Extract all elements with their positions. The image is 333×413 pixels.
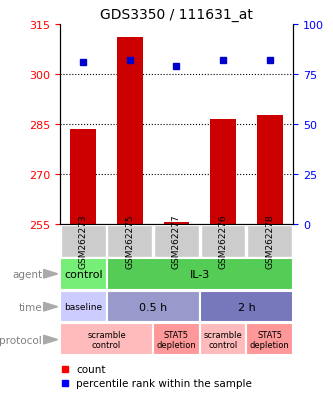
Text: protocol: protocol bbox=[0, 335, 42, 345]
Bar bbox=[164, 223, 189, 224]
Bar bbox=[200, 291, 293, 323]
Bar bbox=[61, 225, 106, 257]
Text: GSM262273: GSM262273 bbox=[79, 214, 88, 268]
Text: baseline: baseline bbox=[64, 302, 102, 311]
Text: GSM262277: GSM262277 bbox=[172, 214, 181, 268]
Bar bbox=[108, 225, 152, 257]
Text: percentile rank within the sample: percentile rank within the sample bbox=[76, 378, 252, 388]
Bar bbox=[60, 324, 153, 356]
Polygon shape bbox=[44, 270, 58, 278]
Bar bbox=[200, 324, 246, 356]
Text: STAT5
depletion: STAT5 depletion bbox=[157, 330, 196, 349]
Text: STAT5
depletion: STAT5 depletion bbox=[250, 330, 290, 349]
Text: scramble
control: scramble control bbox=[204, 330, 242, 349]
Bar bbox=[60, 291, 107, 323]
Bar bbox=[107, 291, 200, 323]
Text: GSM262275: GSM262275 bbox=[125, 214, 135, 268]
Title: GDS3350 / 111631_at: GDS3350 / 111631_at bbox=[100, 8, 253, 22]
Text: time: time bbox=[19, 302, 42, 312]
Bar bbox=[257, 116, 282, 224]
Bar bbox=[246, 324, 293, 356]
Bar bbox=[60, 258, 107, 290]
Text: GSM262276: GSM262276 bbox=[218, 214, 228, 268]
Bar bbox=[153, 324, 200, 356]
Bar bbox=[247, 225, 292, 257]
Text: IL-3: IL-3 bbox=[190, 269, 210, 279]
Bar bbox=[210, 119, 236, 224]
Bar bbox=[71, 130, 96, 224]
Bar bbox=[154, 225, 199, 257]
Text: agent: agent bbox=[12, 269, 42, 279]
Text: control: control bbox=[64, 269, 103, 279]
Text: 0.5 h: 0.5 h bbox=[139, 302, 167, 312]
Text: scramble
control: scramble control bbox=[87, 330, 126, 349]
Bar bbox=[117, 38, 143, 224]
Bar bbox=[201, 225, 245, 257]
Polygon shape bbox=[44, 335, 58, 344]
Polygon shape bbox=[44, 303, 58, 311]
Text: GSM262278: GSM262278 bbox=[265, 214, 274, 268]
Bar bbox=[107, 258, 293, 290]
Text: 2 h: 2 h bbox=[237, 302, 255, 312]
Text: count: count bbox=[76, 364, 106, 374]
